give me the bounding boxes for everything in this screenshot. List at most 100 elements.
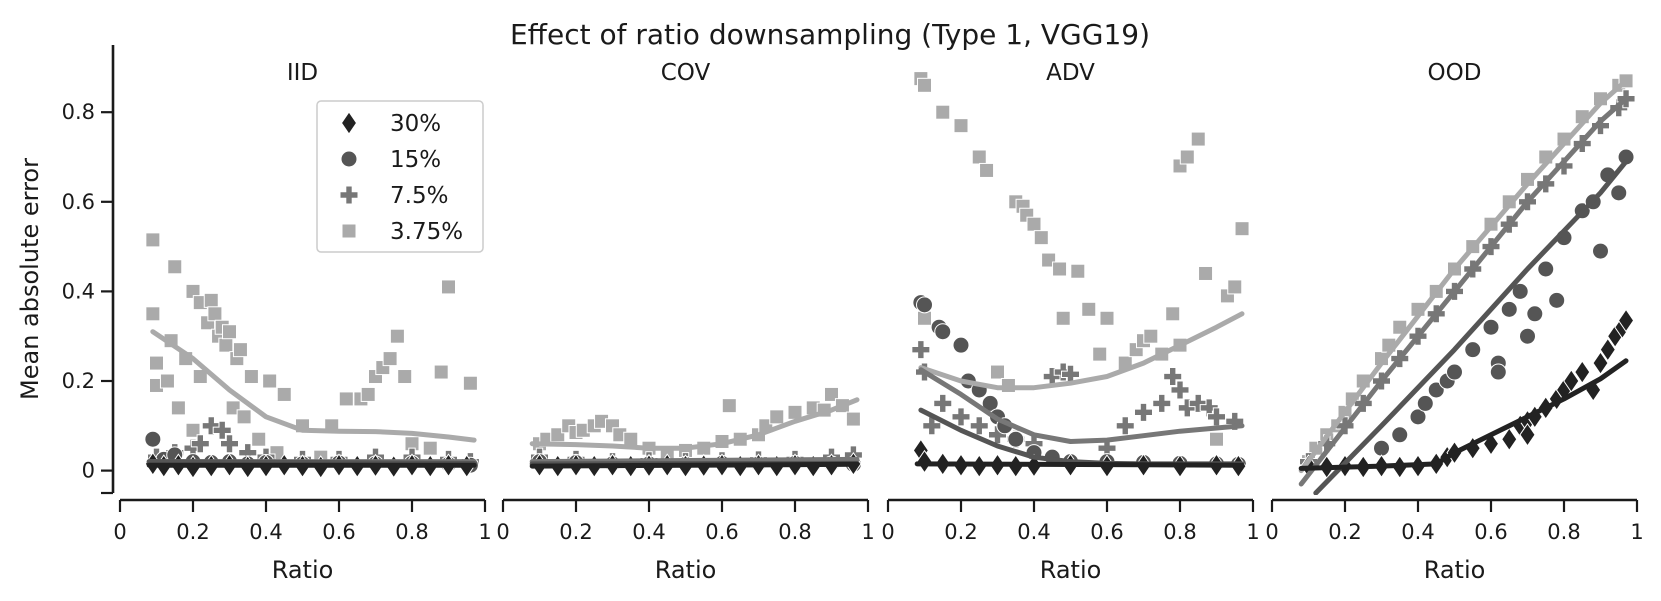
data-point-diamond — [1592, 351, 1609, 375]
data-point-plus — [1170, 380, 1190, 400]
x-tick-label: 0.4 — [1017, 520, 1050, 544]
data-point-diamond — [1563, 369, 1580, 393]
x-tick-label: 0.2 — [559, 520, 592, 544]
data-point-plus — [1152, 393, 1172, 413]
data-point-circle — [1537, 260, 1555, 278]
data-point-circle — [934, 323, 952, 341]
legend-label: 7.5% — [390, 183, 448, 209]
data-point-plus — [212, 420, 232, 440]
x-tick-label: 0.4 — [249, 520, 282, 544]
data-point-square — [232, 342, 248, 358]
data-point-square — [953, 118, 969, 134]
data-point-plus — [969, 416, 989, 436]
panel-iid: IID 0 0.2 0.4 0.6 0.8 1 Ratio — [113, 60, 491, 584]
x-axis-title: Ratio — [1040, 556, 1102, 584]
x-tick-label: 0.6 — [1090, 520, 1123, 544]
panel-title-iid: IID — [287, 60, 318, 86]
data-point-square — [389, 328, 405, 344]
data-point-diamond — [1574, 360, 1591, 384]
y-tick-label: 0.2 — [62, 369, 95, 393]
data-point-circle — [1416, 394, 1434, 412]
data-point-square — [1055, 310, 1071, 326]
y-axis-title: Mean absolute error — [16, 158, 44, 400]
x-tick-label: 1 — [1630, 520, 1643, 544]
data-point-circle — [1511, 282, 1529, 300]
legend-marker-diamond — [340, 111, 358, 135]
y-tick-label: 0 — [82, 459, 95, 483]
data-point-square — [338, 391, 354, 407]
data-point-square — [243, 369, 259, 385]
data-point-circle — [1526, 305, 1544, 323]
data-point-square — [433, 364, 449, 380]
panel-title-cov: COV — [661, 60, 711, 86]
x-axis-title: Ratio — [1424, 556, 1486, 584]
x-tick-label: 0.2 — [176, 520, 209, 544]
data-point-plus — [190, 434, 210, 454]
data-point-square — [971, 149, 987, 165]
trend-line-30 — [529, 461, 860, 469]
data-point-square — [218, 337, 234, 353]
x-tick-label: 0.8 — [395, 520, 428, 544]
data-point-square — [1052, 261, 1068, 277]
x-tick-label: 0.4 — [1401, 520, 1434, 544]
y-tick-label: 0.6 — [62, 190, 95, 214]
data-point-plus — [951, 407, 971, 427]
x-tick-label: 0.2 — [1328, 520, 1361, 544]
data-point-square — [917, 310, 932, 326]
panel-ood: OOD 0 0.2 0.4 0.6 0.8 1 Ratio — [1265, 60, 1643, 584]
data-point-plus — [1163, 367, 1183, 387]
data-point-square — [397, 369, 413, 385]
panel-title-adv: ADV — [1046, 60, 1095, 86]
data-point-plus — [1591, 116, 1610, 136]
x-tick-label: 1 — [478, 520, 491, 544]
data-point-square — [917, 77, 932, 93]
data-point-circle — [1592, 242, 1609, 260]
data-point-square — [1033, 230, 1049, 246]
trend-line-3-75 — [529, 397, 860, 451]
data-point-square — [360, 386, 376, 402]
data-point-square — [1092, 346, 1108, 362]
data-point-square — [441, 279, 456, 295]
data-point-diamond — [1519, 422, 1536, 447]
data-point-square — [1198, 265, 1214, 281]
data-point-diamond — [1599, 337, 1616, 362]
data-point-plus — [1317, 434, 1337, 454]
data-point-plus — [1225, 411, 1245, 431]
trend-line-30 — [1298, 358, 1629, 471]
x-axis-title: Ratio — [272, 556, 334, 584]
x-tick-label: 0.2 — [944, 520, 977, 544]
x-tick-label: 0 — [496, 520, 509, 544]
panel-cov: COV 0 0.2 0.4 0.6 0.8 1 Ratio — [496, 60, 874, 584]
trend-line-3-75 — [150, 329, 477, 443]
panels-container: IID 0 0.2 0.4 0.6 0.8 1 Ratio COV 0 0.2 0.4 0.6 0.8 1 R… — [113, 60, 1643, 584]
data-point-circle — [1446, 363, 1463, 381]
data-point-square — [1026, 216, 1042, 232]
data-point-plus — [922, 416, 942, 436]
data-point-square — [170, 400, 186, 416]
trend-line-3-75 — [918, 311, 1245, 391]
data-point-circle — [1427, 381, 1445, 399]
trend-line-3-75 — [1298, 78, 1629, 474]
data-point-square — [192, 369, 208, 385]
x-tick-label: 0.8 — [1163, 520, 1196, 544]
panel-adv: ADV 0 0.2 0.4 0.6 0.8 1 Ratio — [881, 60, 1259, 584]
data-point-square — [1227, 279, 1243, 295]
data-point-square — [623, 431, 639, 447]
data-point-square — [1165, 306, 1181, 322]
data-point-square — [149, 355, 164, 371]
x-tick-label: 0.8 — [1547, 520, 1580, 544]
panel-title-ood: OOD — [1428, 60, 1482, 86]
y-tick-label: 0.8 — [62, 100, 95, 124]
legend: 30% 15% 7.5% 3.75% — [316, 100, 484, 253]
data-point-square — [422, 440, 438, 456]
data-point-circle — [144, 430, 162, 448]
x-axis-title: Ratio — [655, 556, 717, 584]
x-tick-label: 0.6 — [1474, 520, 1507, 544]
data-point-plus — [1134, 402, 1153, 422]
data-point-square — [207, 306, 223, 322]
trend-line-7-5 — [918, 367, 1245, 444]
data-point-circle — [952, 336, 970, 354]
data-point-circle — [1482, 318, 1500, 336]
data-point-square — [1070, 263, 1086, 279]
data-point-diamond — [1617, 308, 1635, 333]
